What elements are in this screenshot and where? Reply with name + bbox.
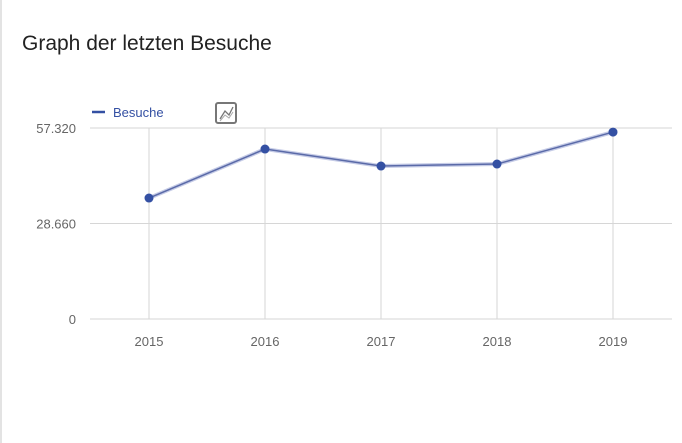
x-tick-label: 2019	[599, 334, 628, 349]
data-point	[492, 159, 502, 169]
x-tick-label: 2017	[367, 334, 396, 349]
data-point	[144, 193, 154, 203]
data-point	[608, 127, 618, 137]
y-tick-label: 57.320	[36, 121, 76, 136]
x-tick-label: 2015	[135, 334, 164, 349]
x-tick-label: 2016	[251, 334, 280, 349]
chart-icon-line2	[219, 111, 234, 122]
legend-label-besuche: Besuche	[113, 105, 164, 120]
data-point	[376, 161, 386, 171]
x-tick-label: 2018	[483, 334, 512, 349]
data-point	[260, 144, 270, 154]
y-tick-label: 0	[69, 312, 76, 327]
chart-type-switch-icon[interactable]	[215, 102, 237, 124]
y-tick-label: 28.660	[36, 217, 76, 232]
widget-title: Graph der letzten Besuche	[22, 32, 272, 55]
chart-icon-line	[219, 106, 234, 120]
